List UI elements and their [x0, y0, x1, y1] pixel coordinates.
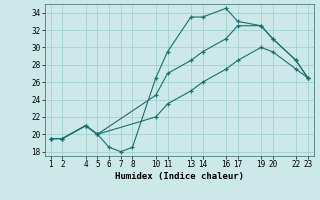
- X-axis label: Humidex (Indice chaleur): Humidex (Indice chaleur): [115, 172, 244, 181]
